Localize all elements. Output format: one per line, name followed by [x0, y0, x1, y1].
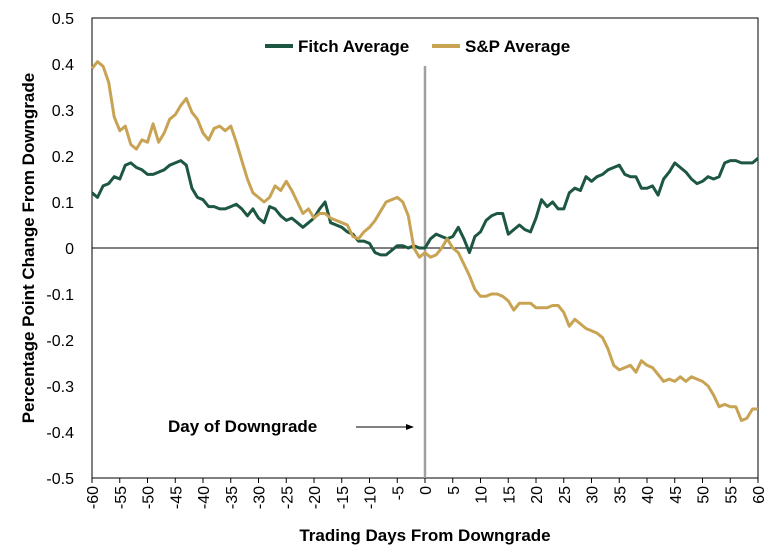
y-tick-label: 0.2: [52, 149, 74, 166]
x-tick-label: -10: [363, 486, 380, 509]
x-tick-label: 15: [501, 486, 518, 504]
x-tick-label: -60: [85, 486, 102, 509]
x-tick-label: -50: [141, 486, 158, 509]
x-axis-ticks: -60 -55 -50 -45 -40 -35 -30 -25 -20 -15 -10 -5 0 5 10 1…: [85, 478, 768, 509]
y-tick-label: 0.3: [52, 103, 74, 120]
y-tick-label: -0.1: [46, 287, 74, 304]
y-tick-label: 0.1: [52, 195, 74, 212]
x-tick-label: -20: [307, 486, 324, 509]
series-group: [90, 60, 759, 422]
y-tick-label: -0.4: [46, 425, 74, 442]
x-tick-label: 5: [446, 486, 463, 495]
annotation: Day of Downgrade: [168, 417, 414, 436]
y-tick-label: 0.4: [52, 57, 74, 74]
annotation-arrowhead: [406, 424, 414, 430]
y-tick-label: 0.5: [52, 11, 74, 28]
x-tick-label: 25: [557, 486, 574, 504]
x-tick-label: 45: [668, 486, 685, 504]
x-tick-label: 40: [640, 486, 657, 504]
y-axis-ticks: 0.5 0.4 0.3 0.2 0.1 0 -0.1 -0.2 -0.3 -0.4 -0.5: [46, 11, 74, 488]
series-line-sp: [90, 60, 758, 422]
x-tick-label: 0: [418, 486, 435, 495]
legend-label-sp: S&P Average: [465, 37, 570, 56]
x-tick-label: 10: [474, 486, 491, 504]
x-axis-title: Trading Days From Downgrade: [299, 526, 550, 545]
x-tick-label: -30: [252, 486, 269, 509]
annotation-label: Day of Downgrade: [168, 417, 317, 436]
x-tick-label: -45: [168, 486, 185, 509]
x-tick-label: -15: [335, 486, 352, 509]
x-tick-label: 30: [585, 486, 602, 504]
x-tick-label: -5: [390, 486, 407, 500]
x-tick-label: 35: [612, 486, 629, 504]
series-line-fitch: [91, 157, 759, 257]
x-tick-label: -35: [224, 486, 241, 509]
y-axis-title: Percentage Point Change From Downgrade: [19, 73, 38, 423]
y-tick-label: -0.2: [46, 333, 74, 350]
y-tick-label: -0.3: [46, 379, 74, 396]
x-tick-label: -40: [196, 486, 213, 509]
x-tick-label: 60: [751, 486, 768, 504]
x-tick-label: 50: [696, 486, 713, 504]
legend-label-fitch: Fitch Average: [298, 37, 409, 56]
x-tick-label: 55: [723, 486, 740, 504]
x-tick-label: 20: [529, 486, 546, 504]
y-tick-label: -0.5: [46, 471, 74, 488]
x-tick-label: -25: [279, 486, 296, 509]
y-tick-label: 0: [65, 241, 74, 258]
x-tick-label: -55: [113, 486, 130, 509]
legend: Fitch Average S&P Average: [265, 37, 570, 56]
